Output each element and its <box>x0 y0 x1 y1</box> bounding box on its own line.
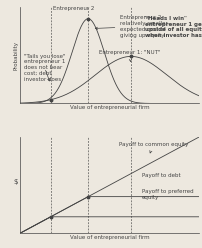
Text: "Tails you lose"
entrepreneur 1
does not bear
cost; debt
investor does: "Tails you lose" entrepreneur 1 does not… <box>24 54 65 82</box>
Text: "Heads I win"
entrepreneur 1 gets
upside of all equity
when investor has debt: "Heads I win" entrepreneur 1 gets upside… <box>145 16 202 38</box>
Y-axis label: $: $ <box>14 179 18 185</box>
Text: Payoff to preferred
equity: Payoff to preferred equity <box>141 189 193 200</box>
Text: Payoff to debt: Payoff to debt <box>141 173 180 178</box>
X-axis label: Value of entrepreneurial firm: Value of entrepreneurial firm <box>69 105 149 110</box>
Text: Payoff to common equity: Payoff to common equity <box>118 142 187 153</box>
Text: Entrepreneur 2
relatively smaller
expected cost of
giving up equity: Entrepreneur 2 relatively smaller expect… <box>95 15 167 37</box>
Text: Entrepreneur 1: "NUT": Entrepreneur 1: "NUT" <box>98 50 160 62</box>
Text: Entrepreneur 2: Entrepreneur 2 <box>53 6 94 11</box>
Y-axis label: Probability: Probability <box>14 41 19 70</box>
X-axis label: Value of entrepreneurial firm: Value of entrepreneurial firm <box>69 235 149 240</box>
